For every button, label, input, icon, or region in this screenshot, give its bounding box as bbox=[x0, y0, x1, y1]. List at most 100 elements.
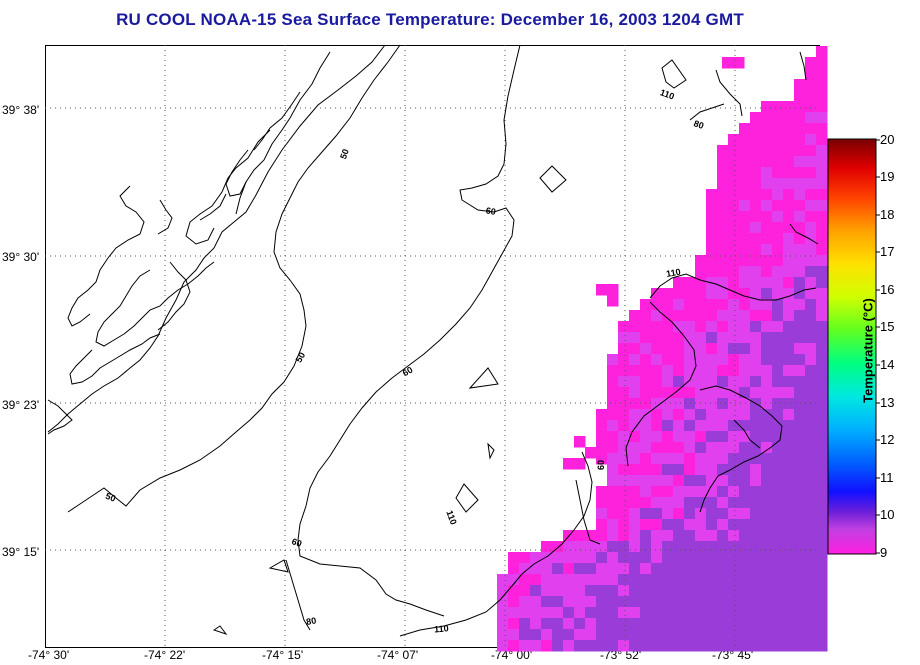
sst-cell bbox=[552, 629, 564, 641]
sst-cell bbox=[706, 420, 718, 432]
sst-cell bbox=[607, 508, 619, 520]
sst-cell bbox=[640, 387, 652, 399]
contour-label: 50 bbox=[338, 148, 351, 161]
sst-cell bbox=[706, 607, 718, 619]
sst-cell bbox=[651, 530, 663, 542]
sst-cell bbox=[563, 541, 575, 553]
sst-cell bbox=[574, 596, 586, 608]
sst-cell bbox=[794, 200, 806, 212]
sst-cell bbox=[722, 57, 734, 69]
sst-cell bbox=[651, 541, 663, 553]
sst-cell bbox=[706, 475, 718, 487]
sst-cell bbox=[728, 277, 740, 289]
sst-cell bbox=[805, 233, 817, 245]
sst-cell bbox=[750, 574, 762, 586]
sst-cell bbox=[640, 464, 652, 476]
sst-cell bbox=[794, 552, 806, 564]
sst-cell bbox=[761, 387, 773, 399]
sst-cell bbox=[783, 442, 795, 454]
sst-cell bbox=[761, 629, 773, 641]
sst-cell bbox=[728, 299, 740, 311]
sst-cell bbox=[695, 266, 707, 278]
sst-cell bbox=[783, 607, 795, 619]
sst-cell bbox=[739, 629, 751, 641]
sst-cell bbox=[640, 563, 652, 575]
sst-cell bbox=[629, 343, 641, 355]
sst-cell bbox=[563, 563, 575, 575]
sst-cell bbox=[805, 387, 817, 399]
sst-cell bbox=[497, 585, 509, 597]
sst-cell bbox=[761, 288, 773, 300]
contour-label: 80 bbox=[692, 118, 705, 131]
sst-cell bbox=[783, 145, 795, 157]
sst-cell bbox=[618, 420, 630, 432]
sst-cell bbox=[673, 288, 685, 300]
sst-cell bbox=[717, 519, 729, 531]
sst-cell bbox=[761, 376, 773, 388]
sst-cell bbox=[772, 222, 784, 234]
sst-cell bbox=[618, 486, 630, 498]
sst-cell bbox=[607, 596, 619, 608]
sst-cell bbox=[706, 222, 718, 234]
sst-cell bbox=[717, 343, 729, 355]
sst-cell bbox=[761, 365, 773, 377]
sst-cell bbox=[695, 497, 707, 509]
sst-cell bbox=[651, 497, 663, 509]
sst-cell bbox=[750, 112, 762, 124]
sst-cell bbox=[772, 288, 784, 300]
sst-cell bbox=[673, 321, 685, 333]
sst-cell bbox=[750, 222, 762, 234]
contour-label: 110 bbox=[434, 623, 449, 634]
sst-cell bbox=[519, 563, 531, 575]
sst-cell bbox=[761, 563, 773, 575]
contour-label: 50 bbox=[294, 351, 308, 365]
sst-cell bbox=[706, 211, 718, 223]
sst-cell bbox=[728, 222, 740, 234]
sst-cell bbox=[728, 508, 740, 520]
sst-cell bbox=[662, 310, 674, 322]
sst-cell bbox=[662, 585, 674, 597]
sst-cell bbox=[772, 464, 784, 476]
sst-cell bbox=[761, 464, 773, 476]
sst-cell bbox=[684, 519, 696, 531]
sst-cell bbox=[739, 574, 751, 586]
sst-cell bbox=[519, 574, 531, 586]
sst-cell bbox=[805, 90, 817, 102]
sst-cell bbox=[739, 618, 751, 630]
sst-cell bbox=[574, 436, 586, 448]
sst-cell bbox=[750, 343, 762, 355]
sst-cell bbox=[607, 420, 619, 432]
sst-cell bbox=[772, 563, 784, 575]
sst-cell bbox=[497, 607, 509, 619]
sst-cell bbox=[805, 585, 817, 597]
sst-cell bbox=[662, 453, 674, 465]
sst-cell bbox=[695, 332, 707, 344]
sst-cell bbox=[574, 607, 586, 619]
sst-cell bbox=[651, 332, 663, 344]
sst-cell bbox=[618, 398, 630, 410]
sst-cell bbox=[761, 585, 773, 597]
sst-cell bbox=[816, 277, 828, 289]
sst-cell bbox=[739, 266, 751, 278]
sst-cell bbox=[805, 134, 817, 146]
sst-cell bbox=[783, 321, 795, 333]
sst-cell bbox=[805, 244, 817, 256]
sst-cell bbox=[783, 541, 795, 553]
sst-cell bbox=[761, 233, 773, 245]
sst-cell bbox=[794, 464, 806, 476]
sst-cell bbox=[618, 442, 630, 454]
sst-cell bbox=[739, 475, 751, 487]
sst-cell bbox=[541, 629, 553, 641]
sst-cell bbox=[618, 519, 630, 531]
sst-cell bbox=[739, 453, 751, 465]
sst-cell bbox=[717, 376, 729, 388]
sst-cell bbox=[739, 332, 751, 344]
sst-cell bbox=[585, 640, 597, 652]
sst-cell bbox=[684, 321, 696, 333]
sst-cell bbox=[794, 310, 806, 322]
sst-cell bbox=[772, 244, 784, 256]
sst-cell bbox=[684, 464, 696, 476]
sst-cell bbox=[717, 365, 729, 377]
sst-cell bbox=[739, 222, 751, 234]
sst-cell bbox=[684, 563, 696, 575]
